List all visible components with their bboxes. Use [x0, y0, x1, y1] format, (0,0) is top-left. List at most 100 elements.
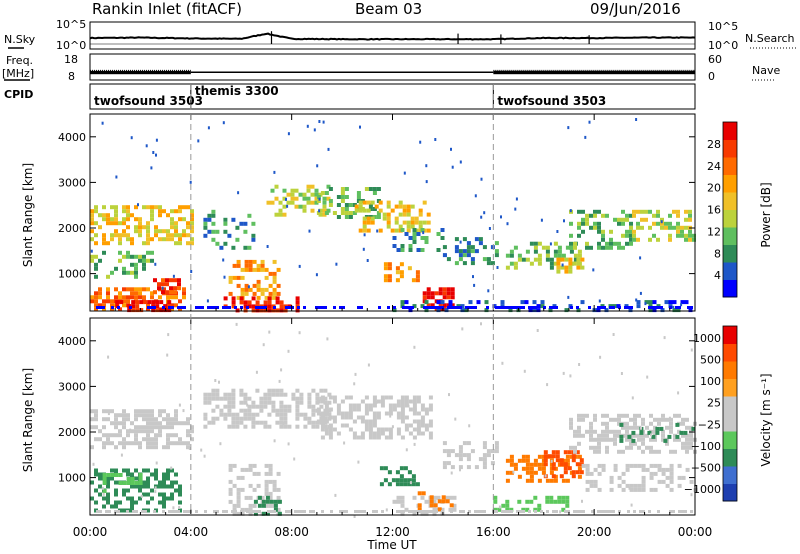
ground-cell	[447, 306, 450, 309]
ground-cell	[318, 306, 321, 309]
cell	[647, 430, 652, 435]
cell	[356, 435, 361, 440]
ground-cell	[627, 306, 630, 309]
cell	[525, 454, 530, 459]
nave-label: Nave	[752, 64, 780, 77]
cell	[138, 295, 142, 300]
cell	[166, 433, 170, 438]
cell	[130, 241, 134, 246]
colorbar-tick-5: 24	[707, 160, 721, 173]
outlier	[454, 417, 457, 421]
velocity-colorbar-label: Velocity [m s⁻¹]	[759, 373, 773, 466]
cell	[422, 220, 427, 225]
ground-cell	[312, 510, 315, 513]
cell	[126, 217, 130, 222]
cell	[681, 475, 686, 480]
cell	[563, 466, 568, 471]
cell	[433, 503, 438, 508]
cell	[170, 492, 174, 497]
cell	[138, 441, 142, 446]
cell	[399, 466, 404, 471]
cell	[406, 224, 411, 229]
cell	[533, 257, 538, 262]
cell	[589, 245, 593, 250]
ground-cell	[465, 306, 468, 309]
cell	[228, 291, 233, 296]
cell	[259, 400, 264, 405]
cell	[138, 217, 142, 222]
station-title: Rankin Inlet (fitACF)	[92, 0, 242, 18]
cell	[411, 474, 416, 479]
cell	[577, 417, 581, 422]
cell	[275, 388, 280, 393]
cell	[585, 413, 589, 418]
cell	[629, 229, 633, 234]
cell	[593, 225, 597, 230]
cell	[568, 257, 573, 262]
cell	[685, 449, 689, 454]
ground-cell	[222, 306, 225, 309]
cell	[244, 291, 249, 296]
cell	[102, 445, 106, 450]
cell	[174, 303, 178, 308]
cell	[569, 221, 573, 226]
cell	[328, 395, 333, 400]
cell	[166, 437, 170, 442]
cell	[681, 417, 685, 422]
colorbar-swatch-4	[723, 413, 737, 432]
cell	[228, 463, 233, 468]
cell	[219, 396, 224, 401]
power-colorbar-label: Power [dB]	[759, 182, 773, 247]
cell	[336, 195, 341, 199]
cell	[352, 431, 357, 436]
cell	[211, 420, 216, 425]
ground-cell	[96, 510, 99, 513]
cell	[633, 425, 637, 430]
cell	[223, 221, 228, 226]
cell	[261, 499, 266, 504]
cell	[134, 476, 138, 481]
outlier	[644, 302, 647, 306]
cell	[513, 261, 518, 266]
cell	[270, 200, 275, 205]
cell	[517, 499, 522, 504]
ground-cell	[435, 306, 438, 309]
cell	[424, 423, 429, 428]
cell	[174, 229, 178, 234]
cell	[601, 413, 605, 418]
cell	[394, 228, 399, 233]
cell	[415, 482, 420, 487]
cell	[344, 411, 349, 416]
cell	[458, 253, 463, 258]
ground-cell	[225, 306, 228, 309]
cell	[264, 287, 269, 292]
cell	[169, 290, 173, 295]
cell	[486, 257, 491, 262]
ytick-label-3: 4000	[58, 335, 86, 348]
cell	[660, 225, 664, 230]
cell	[267, 396, 272, 401]
outlier	[413, 345, 416, 349]
cell	[424, 407, 429, 412]
cell	[399, 478, 404, 483]
cell	[299, 412, 304, 417]
cell	[118, 241, 122, 246]
cell	[138, 445, 142, 450]
cell	[391, 478, 396, 483]
cell	[232, 511, 237, 516]
cell	[605, 433, 609, 438]
cell	[257, 503, 262, 508]
cell	[94, 233, 98, 238]
ground-cell	[405, 306, 408, 309]
cpid-label-2: twofsound 3503	[497, 94, 606, 108]
cell	[652, 221, 656, 226]
cell	[394, 220, 399, 225]
cell	[336, 403, 341, 408]
cell	[122, 488, 126, 493]
cell	[134, 287, 138, 292]
cell	[426, 303, 431, 308]
cell	[162, 229, 166, 234]
cell	[327, 412, 332, 417]
outlier	[514, 207, 517, 211]
cell	[271, 388, 276, 393]
